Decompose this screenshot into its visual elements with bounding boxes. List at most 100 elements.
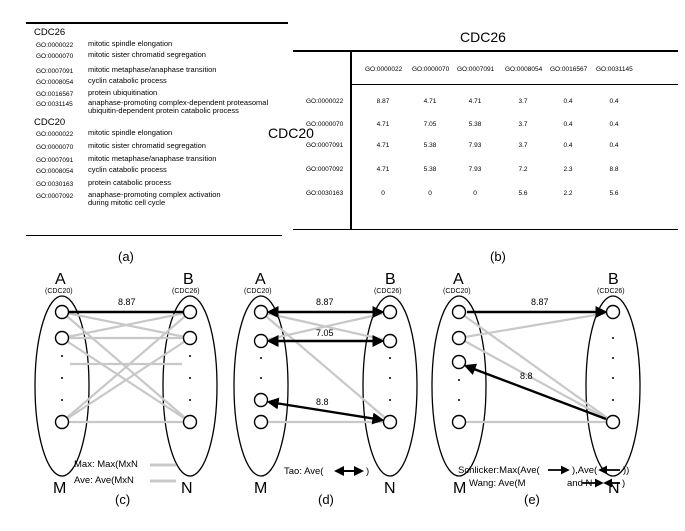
panel-b-cell: 0.4 [563, 142, 573, 149]
panel-b-cell: 5.6 [609, 190, 619, 197]
panel-b-caption: (b) [490, 249, 506, 264]
panel-b-cell: 0 [381, 190, 385, 197]
panel-c-edge-value: 8.87 [118, 297, 136, 307]
panel-b-cell: 7.05 [423, 121, 437, 128]
panel-b-cell: 8.8 [609, 166, 619, 173]
panel-a-go-term: mitotic sister chromatid segregation [88, 141, 206, 150]
panel-e-right-node [605, 304, 621, 320]
panel-d-right-ellipse [362, 295, 418, 477]
panel-a-go-term: protein ubiquitination [88, 88, 158, 97]
panel-d-right-label: B [385, 271, 396, 288]
panel-d-right-sub: (CDC26) [374, 288, 402, 295]
panel-e-gray-edge [458, 310, 614, 340]
panel-a-go-id: GO:0007092 [36, 193, 74, 200]
panel-b-cell: 3.7 [518, 98, 528, 105]
panel-b-cell: 3.7 [518, 142, 528, 149]
panel-c-left-ellipse [34, 295, 90, 477]
panel-b-cell: 4.71 [376, 166, 390, 173]
panel-a-bottom-rule [26, 235, 282, 236]
panel-b-cell: 5.38 [423, 142, 437, 149]
panel-b-row-header: GO:0000070 [306, 121, 344, 128]
panel-b-cell: 5.38 [423, 166, 437, 173]
panel-e-legend-wang-prefix: Wang: Ave(M [469, 478, 526, 489]
panel-c-caption: (c) [115, 492, 131, 507]
panel-a-go-id: GO:0000070 [36, 144, 74, 151]
panel-e-left-node [451, 354, 467, 370]
panel-c-gray-edge [61, 311, 191, 423]
panel-a-go-id: GO:0007091 [36, 68, 74, 75]
panel-d-left-ellipse [233, 295, 289, 477]
panel-c-legend-max: Max: Max(MxN [74, 459, 138, 470]
panel-a-go-id: GO:0000022 [36, 42, 74, 49]
panel-e-ellipsis-dot [612, 399, 614, 401]
panel-e-left-label: A [453, 271, 464, 288]
panel-b-column-header: GO:0008054 [505, 66, 543, 73]
panel-e-gray-edge [458, 311, 614, 423]
panel-d-left-sub: (CDC20) [244, 288, 272, 295]
panel-b-cell: 0.4 [563, 98, 573, 105]
panel-b-row-header: GO:0000022 [306, 98, 344, 105]
panel-c-ellipsis-dot [189, 377, 191, 379]
panel-b-cell: 8.87 [376, 98, 390, 105]
panel-c-right-ellipse [162, 295, 218, 477]
panel-e-ellipsis-dot [612, 377, 614, 379]
panel-c-right-node [182, 304, 198, 320]
panel-e-gray-edge [458, 337, 614, 423]
panel-d-ellipsis-dot [389, 377, 391, 379]
panel-c-n-label: N [181, 480, 193, 497]
panel-a-go-term: protein catabolic process [88, 178, 171, 187]
panel-a-group-title: CDC26 [34, 27, 66, 38]
panel-c-ellipsis-dot [189, 399, 191, 401]
panel-c-left-sub: (CDC20) [45, 288, 73, 295]
panel-e-legend-wang-mid: and N [567, 478, 593, 489]
panel-b-cell: 3.7 [518, 121, 528, 128]
panel-d-edge-value-1: 8.87 [316, 297, 334, 307]
panel-a-go-term: mitotic spindle elongation [88, 128, 173, 137]
panel-b-cell: 0.4 [563, 121, 573, 128]
panel-b-bottom-rule [293, 229, 678, 230]
panel-e-right-label: B [608, 271, 619, 288]
panel-b-cell: 5.6 [518, 190, 528, 197]
panel-d-left-node [253, 304, 269, 320]
panel-a-go-id: GO:0000070 [36, 53, 74, 60]
panel-d-edge-value-2: 7.05 [316, 328, 334, 338]
panel-b-header-rule [351, 84, 678, 85]
panel-d-right-node [382, 333, 398, 349]
panel-c-legend-ave: Ave: Ave(MxN [74, 475, 134, 486]
panel-a-go-id: GO:0016567 [36, 91, 74, 98]
panel-b-column-header: GO:0007091 [457, 66, 495, 73]
panel-b-cell: 4.71 [468, 98, 482, 105]
panel-e-left-sub: (CDC20) [443, 288, 471, 295]
panel-c-ellipsis-dot [61, 355, 63, 357]
panel-e-ellipsis-dot [612, 337, 614, 339]
panel-c-left-node [54, 330, 70, 346]
panel-c-left-node [54, 414, 70, 430]
panel-a-go-id: GO:0007091 [36, 157, 74, 164]
panel-e-ellipsis-dot [458, 379, 460, 381]
panel-a-top-rule [26, 22, 288, 24]
panel-e-n-label: N [608, 480, 620, 497]
panel-e-edge-value-2: 8.8 [520, 371, 533, 381]
panel-b-cell: 0.4 [609, 98, 619, 105]
panel-b-cell: 5.38 [468, 121, 482, 128]
panel-c-right-sub: (CDC26) [172, 288, 200, 295]
panel-b-vertical-rule [350, 50, 352, 230]
panel-a-go-id: GO:0008054 [36, 168, 74, 175]
panel-e-right-node [605, 414, 621, 430]
panel-b-column-header: GO:0031145 [596, 66, 633, 73]
panel-e-legend-schlicker-suffix: )) [623, 465, 630, 476]
panel-e-left-node [451, 304, 467, 320]
panel-d-ellipsis-dot [389, 357, 391, 359]
panel-b-row-header: GO:0007092 [306, 166, 344, 173]
panel-c-ellipsis-dot [61, 399, 63, 401]
panel-d-ellipsis-dot [389, 399, 391, 401]
panel-b-column-header: GO:0000022 [365, 66, 403, 73]
panel-a-go-term: mitotic spindle elongation [88, 39, 173, 48]
panel-a-go-term: mitotic metaphase/anaphase transition [88, 65, 217, 74]
panel-b-cell: 0 [428, 190, 432, 197]
panel-e-legend-schlicker-prefix: Schlicker:Max(Ave( [458, 465, 540, 476]
panel-b-row-header: GO:0007091 [306, 142, 344, 149]
panel-c-right-node [182, 330, 198, 346]
panel-a-go-id: GO:0000022 [36, 131, 74, 138]
panel-b-column-header: GO:0000070 [412, 66, 450, 73]
